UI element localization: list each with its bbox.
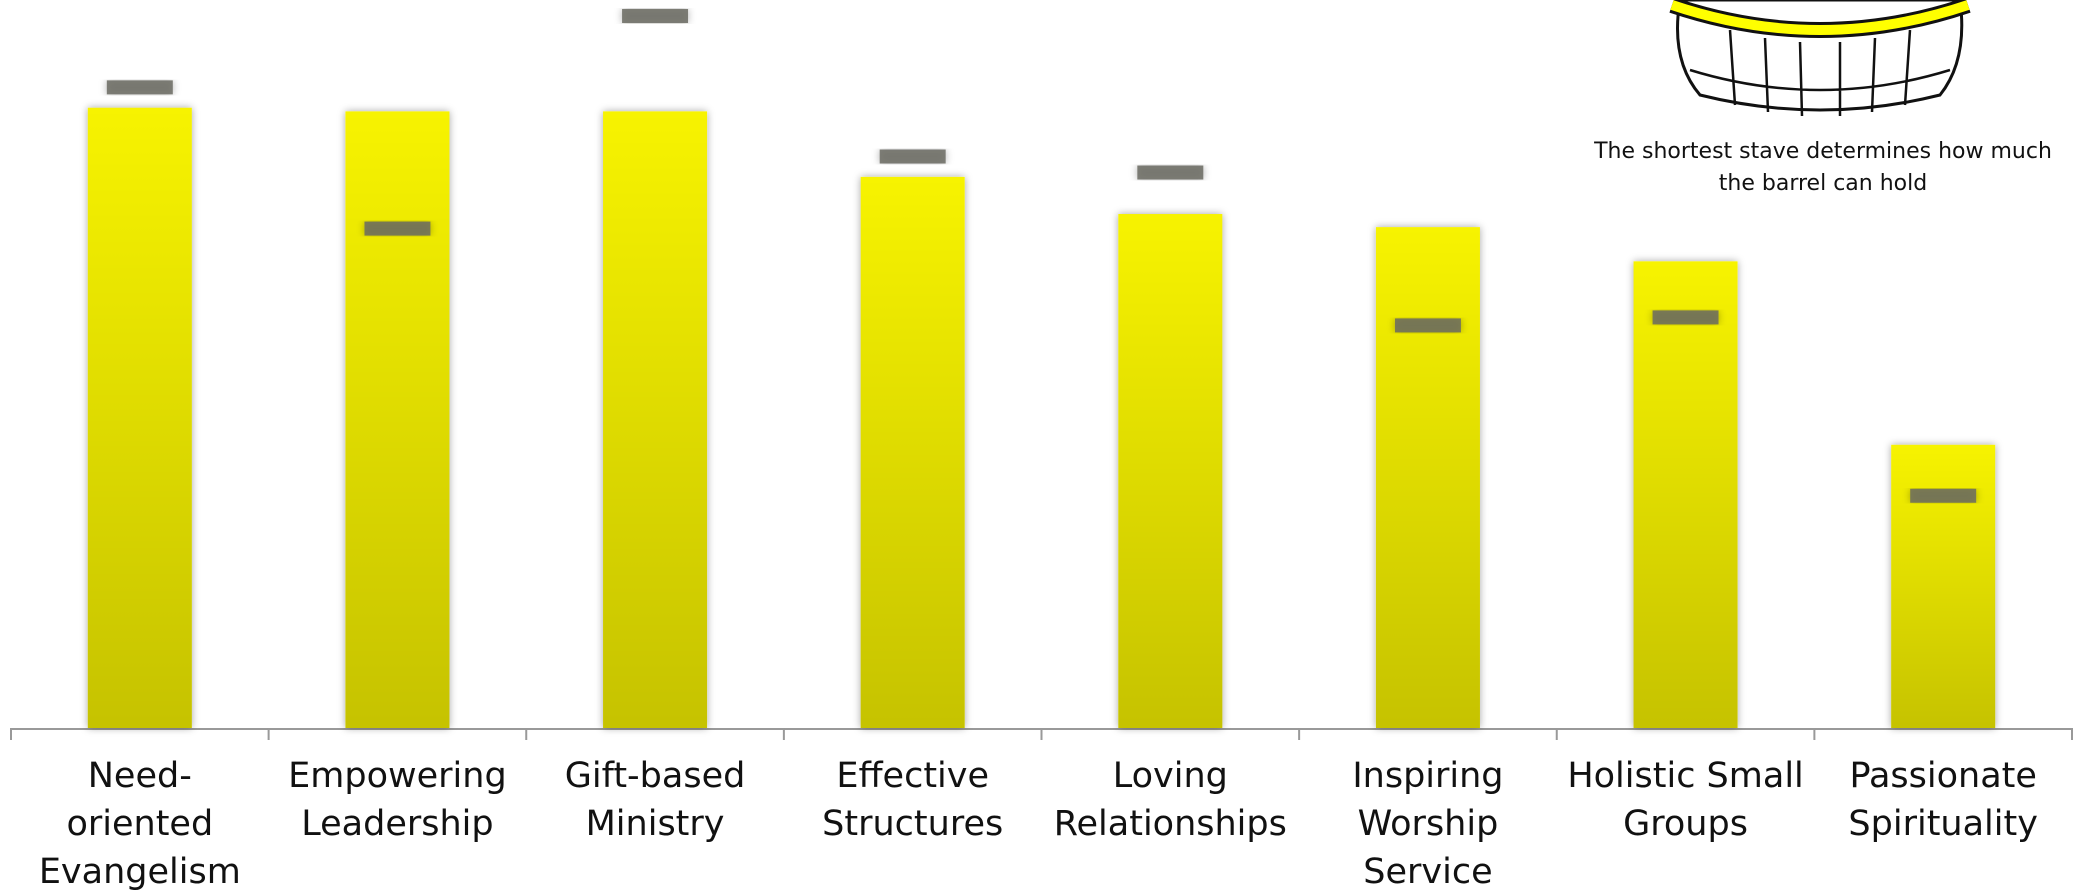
x-tick-label: Loving Relationships <box>1053 756 1287 844</box>
target-marker <box>1394 318 1461 333</box>
bar-shade <box>603 111 708 728</box>
target-marker <box>1910 488 1977 503</box>
annotation: The shortest stave determines how much t… <box>1594 139 2052 196</box>
target-marker <box>879 149 946 164</box>
bar-shade <box>1633 261 1738 728</box>
bar-shade <box>860 176 965 729</box>
target-marker <box>106 80 173 95</box>
x-tick-label: Gift-based Ministry <box>564 756 746 844</box>
bar-shade <box>1375 227 1480 729</box>
x-tick-label: Empowering Leadership <box>288 756 507 844</box>
bar-shade <box>1118 214 1223 729</box>
x-tick-label: Effective Structures <box>822 756 1004 844</box>
target-marker <box>1137 165 1204 180</box>
bar-shade <box>345 111 450 728</box>
bar-shade <box>87 107 192 728</box>
x-tick-label: Need-oriented Evangelism <box>38 756 241 890</box>
x-tick-label: Passionate Spirituality <box>1848 756 2038 844</box>
target-marker <box>622 9 689 24</box>
x-tick-label: Inspiring Worship Service <box>1352 756 1504 890</box>
bar-shade <box>1891 444 1996 728</box>
x-tick-label: Holistic Small Groups <box>1567 756 1804 844</box>
target-marker <box>364 221 431 236</box>
barrel-illustration <box>1669 0 1971 117</box>
target-marker <box>1652 310 1719 325</box>
